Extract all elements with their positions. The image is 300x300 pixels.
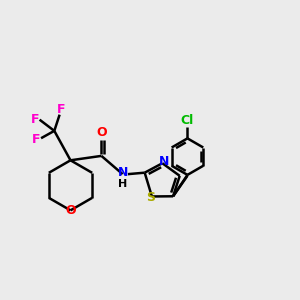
Text: S: S (146, 191, 155, 204)
Text: Cl: Cl (181, 114, 194, 127)
Text: F: F (31, 113, 39, 126)
Text: N: N (117, 166, 128, 179)
Text: H: H (118, 178, 127, 189)
Text: F: F (57, 103, 65, 116)
Text: O: O (65, 204, 76, 217)
Text: O: O (96, 126, 107, 139)
Text: F: F (32, 133, 40, 146)
Text: N: N (159, 155, 169, 168)
